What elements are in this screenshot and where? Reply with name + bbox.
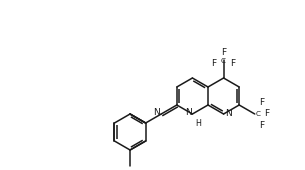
Text: C: C bbox=[256, 111, 261, 117]
Text: N: N bbox=[153, 108, 160, 117]
Text: F: F bbox=[221, 48, 226, 57]
Text: F: F bbox=[264, 109, 269, 118]
Text: C: C bbox=[221, 58, 226, 64]
Text: N: N bbox=[185, 108, 192, 117]
Text: H: H bbox=[195, 120, 201, 129]
Text: F: F bbox=[259, 98, 264, 107]
Text: F: F bbox=[211, 58, 217, 67]
Text: F: F bbox=[231, 58, 236, 67]
Text: N: N bbox=[226, 109, 232, 118]
Text: F: F bbox=[259, 121, 264, 130]
